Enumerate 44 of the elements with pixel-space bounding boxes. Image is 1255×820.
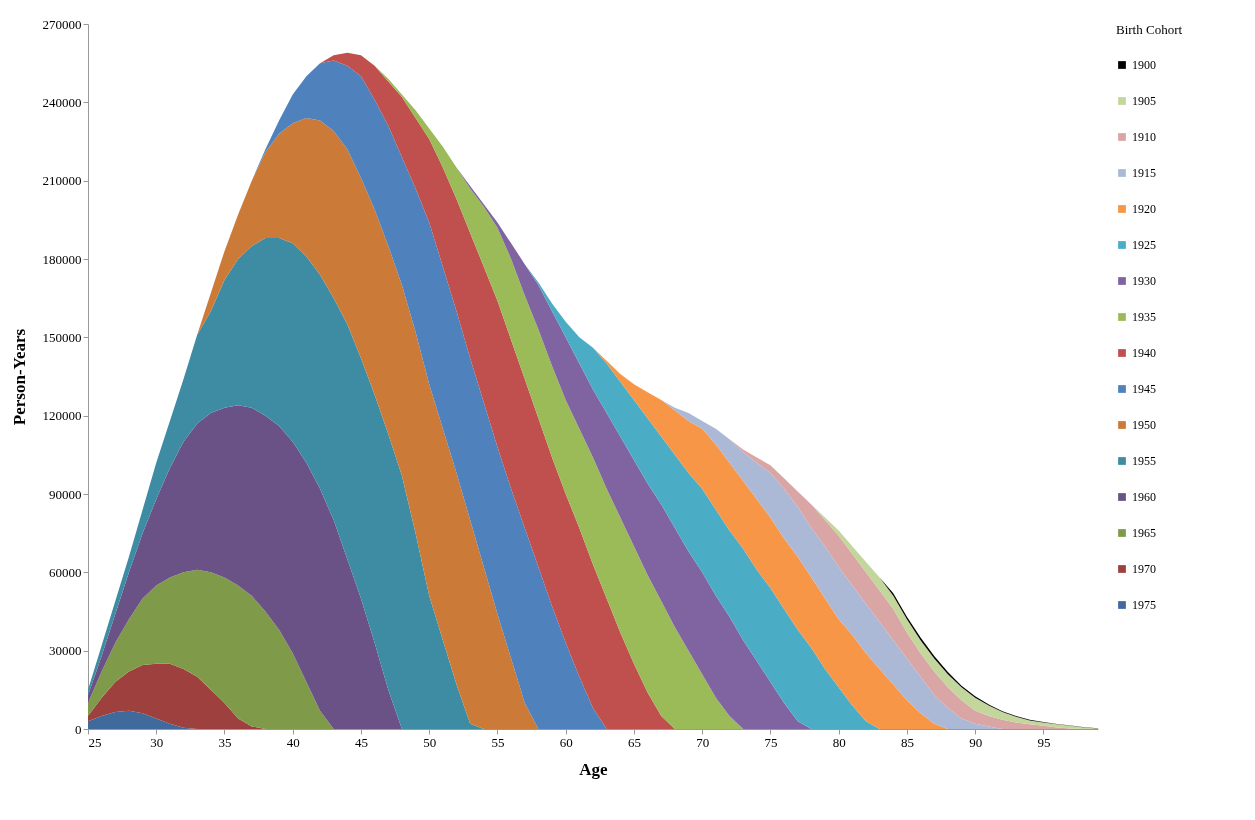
x-tick-label: 25 (88, 734, 102, 750)
legend-label: 1930 (1132, 274, 1156, 288)
legend-label: 1935 (1132, 310, 1156, 324)
legend-label: 1945 (1132, 382, 1156, 396)
legend-label: 1940 (1132, 346, 1156, 360)
legend-label: 1910 (1132, 130, 1156, 144)
y-tick-label: 240000 (42, 94, 82, 110)
x-axis-title: Age (579, 759, 609, 779)
y-tick-label: 90000 (49, 486, 82, 502)
y-tick-label: 150000 (42, 329, 82, 345)
x-tick-label: 55 (491, 734, 505, 750)
y-tick-label: 270000 (42, 16, 82, 32)
legend-label: 1965 (1132, 526, 1156, 540)
x-tick-label: 95 (1037, 734, 1051, 750)
y-tick-label: 30000 (49, 643, 82, 659)
x-tick-label: 40 (286, 734, 300, 750)
legend-label: 1905 (1132, 94, 1156, 108)
legend-label: 1900 (1132, 58, 1156, 72)
x-tick-label: 35 (218, 734, 232, 750)
x-tick-label: 80 (832, 734, 846, 750)
x-tick-label: 45 (354, 734, 368, 750)
x-tick-label: 50 (423, 734, 437, 750)
y-tick-label: 120000 (42, 408, 82, 424)
legend-label: 1955 (1132, 454, 1156, 468)
y-tick-label: 60000 (49, 564, 82, 580)
legend-label: 1975 (1132, 598, 1156, 612)
x-tick-label: 90 (969, 734, 983, 750)
y-tick-label: 0 (75, 721, 82, 737)
x-tick-label: 70 (696, 734, 710, 750)
x-tick-label: 60 (559, 734, 573, 750)
legend-label: 1950 (1132, 418, 1156, 432)
legend-label: 1915 (1132, 166, 1156, 180)
x-tick-label: 85 (900, 734, 914, 750)
legend-label: 1920 (1132, 202, 1156, 216)
y-tick-label: 180000 (42, 251, 82, 267)
x-tick-label: 30 (150, 734, 164, 750)
legend-label: 1960 (1132, 490, 1156, 504)
legend-label: 1925 (1132, 238, 1156, 252)
legend-label: 1970 (1132, 562, 1156, 576)
x-tick-label: 65 (627, 734, 641, 750)
x-tick-label: 75 (764, 734, 778, 750)
y-axis-title: Person-Years (9, 328, 29, 426)
legend-title: Birth Cohort (1116, 22, 1183, 37)
y-tick-label: 210000 (42, 173, 82, 189)
